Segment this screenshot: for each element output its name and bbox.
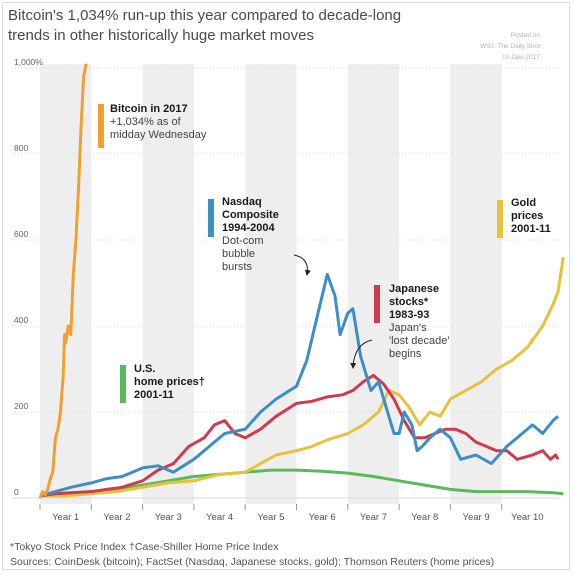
series-line-0 bbox=[38, 63, 88, 499]
chart-frame bbox=[2, 2, 570, 570]
annotation-text: bubble bbox=[222, 248, 255, 260]
x-tick-label: Year 6 bbox=[309, 512, 336, 523]
grid-lines bbox=[12, 67, 560, 499]
year-band bbox=[40, 64, 92, 504]
series-line-4 bbox=[39, 468, 564, 498]
annotation-text: Japan's bbox=[389, 322, 427, 334]
year-bands bbox=[40, 64, 502, 504]
posted-watermark: Posted on WSJ: The Daily Shot 01-Dec-201… bbox=[480, 30, 540, 63]
posted-line-2: WSJ: The Daily Shot bbox=[480, 43, 540, 50]
x-tick-label: Year 10 bbox=[511, 512, 543, 523]
annotation-color-key bbox=[208, 199, 214, 237]
annotation-arrows bbox=[293, 254, 373, 369]
series-line-1 bbox=[39, 272, 560, 498]
year-band bbox=[450, 64, 502, 504]
year-band bbox=[245, 64, 297, 504]
series-lines bbox=[38, 63, 565, 499]
year-band bbox=[347, 64, 400, 504]
series-line-2 bbox=[39, 373, 560, 498]
y-tick-label: 1,000% bbox=[14, 57, 43, 67]
annotation-heading: Composite bbox=[222, 209, 279, 221]
annotation-heading: 2001-11 bbox=[134, 389, 174, 401]
annotation-text: +1,034% as of bbox=[110, 116, 182, 128]
annotation-heading: U.S. bbox=[134, 363, 155, 375]
sources-note: Sources: CoinDesk (bitcoin); FactSet (Na… bbox=[10, 556, 495, 568]
x-tick-label: Year 1 bbox=[52, 512, 79, 523]
x-tick-label: Year 9 bbox=[462, 512, 489, 523]
annotation-heading: 1983-93 bbox=[389, 309, 429, 321]
annotation-heading: home prices† bbox=[134, 376, 205, 388]
x-tick-label: Year 3 bbox=[155, 512, 182, 523]
annotation-heading: Japanese bbox=[389, 283, 439, 295]
series-line-3 bbox=[40, 256, 565, 498]
chart-title: Bitcoin's 1,034% run-up this year compar… bbox=[8, 7, 402, 44]
footnote: *Tokyo Stock Price Index †Case-Shiller H… bbox=[10, 541, 279, 553]
annotation-heading: Bitcoin in 2017 bbox=[110, 103, 188, 115]
annotation-color-key bbox=[98, 104, 104, 148]
x-tick-label: Year 5 bbox=[257, 512, 284, 523]
annotation-heading: stocks* bbox=[389, 296, 429, 308]
y-tick-label: 0 bbox=[14, 487, 19, 497]
annotation-heading: 2001-11 bbox=[511, 223, 551, 235]
posted-line-1: Posted on bbox=[510, 32, 540, 39]
x-tick-label: Year 4 bbox=[206, 512, 233, 523]
y-tick-label: 400 bbox=[14, 315, 28, 325]
annotation-arrow bbox=[350, 339, 373, 369]
x-tick-label: Year 8 bbox=[411, 512, 438, 523]
annotation-text: bursts bbox=[222, 261, 252, 273]
year-band bbox=[142, 64, 194, 504]
posted-line-3: 01-Dec-2017 bbox=[502, 54, 540, 61]
annotation-color-key bbox=[374, 285, 380, 323]
y-axis-ticks: 0 200 400 600 800 1,000% bbox=[14, 57, 43, 497]
annotation-heading: Nasdaq bbox=[222, 196, 262, 208]
x-axis-ticks: Year 1 Year 2 Year 3 Year 4 Year 5 Year 6 Year… bbox=[39, 504, 544, 523]
annotation-text: 'lost decade' bbox=[389, 335, 449, 347]
annotation-arrow bbox=[293, 254, 311, 276]
annotation-color-key bbox=[120, 365, 126, 403]
x-tick-label: Year 2 bbox=[103, 512, 130, 523]
annotation-color-key bbox=[497, 200, 503, 238]
annotation-text: begins bbox=[389, 348, 422, 360]
annotation-heading: Gold bbox=[511, 197, 536, 209]
annotation-text: midday Wednesday bbox=[110, 129, 207, 141]
annotation-heading: 1994-2004 bbox=[222, 222, 275, 234]
annotation-text: Dot-com bbox=[222, 235, 264, 247]
x-tick-label: Year 7 bbox=[360, 512, 387, 523]
y-tick-label: 600 bbox=[14, 229, 28, 239]
y-tick-label: 800 bbox=[14, 143, 28, 153]
annotation-heading: prices bbox=[511, 210, 543, 222]
y-tick-label: 200 bbox=[14, 401, 28, 411]
